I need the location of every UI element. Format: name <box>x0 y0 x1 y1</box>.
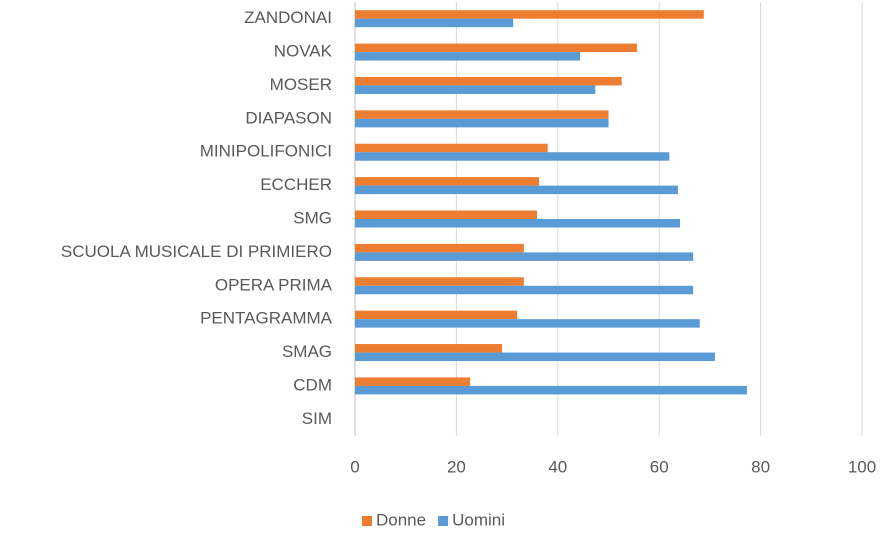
x-tick-label: 80 <box>751 457 770 476</box>
bar <box>355 85 596 94</box>
y-tick-label: ZANDONAI <box>244 8 332 27</box>
y-tick-label: SMG <box>293 208 332 227</box>
x-tick-label: 20 <box>447 457 466 476</box>
x-tick-label: 0 <box>350 457 359 476</box>
y-tick-label: NOVAK <box>274 42 333 61</box>
bar <box>355 285 694 295</box>
bar <box>355 319 700 328</box>
legend-label: Donne <box>376 510 426 529</box>
legend-label: Uomini <box>452 510 505 529</box>
bar <box>355 76 622 86</box>
bar <box>355 310 518 320</box>
y-tick-label: CDM <box>293 375 332 394</box>
bar <box>355 118 609 128</box>
y-tick-label: SIM <box>302 409 332 428</box>
y-tick-label: PENTAGRAMMA <box>200 309 333 328</box>
y-tick-label: OPERA PRIMA <box>215 275 333 294</box>
y-tick-label: ECCHER <box>260 175 332 194</box>
bar <box>355 352 715 362</box>
x-tick-label: 100 <box>848 457 876 476</box>
legend-swatch <box>362 516 372 526</box>
bar <box>355 277 524 286</box>
x-tick-label: 60 <box>650 457 669 476</box>
bar <box>355 110 609 119</box>
bar <box>355 185 678 195</box>
y-tick-label: SCUOLA MUSICALE DI PRIMIERO <box>61 242 332 261</box>
bar <box>355 385 747 395</box>
bar <box>355 18 514 28</box>
bar <box>355 210 538 219</box>
y-tick-label: DIAPASON <box>245 108 332 127</box>
x-tick-label: 40 <box>548 457 567 476</box>
bar <box>355 219 680 228</box>
y-tick-label: MOSER <box>270 75 332 94</box>
bar <box>355 10 704 19</box>
bar <box>355 344 503 353</box>
bar <box>355 143 548 153</box>
bar <box>355 52 581 61</box>
bar <box>355 243 524 253</box>
bar <box>355 43 637 53</box>
bar <box>355 177 540 186</box>
bar <box>355 377 471 386</box>
y-tick-label: SMAG <box>282 342 332 361</box>
y-tick-label: MINIPOLIFONICI <box>200 142 332 161</box>
bar <box>355 252 694 261</box>
bar <box>355 152 670 161</box>
legend-swatch <box>438 516 449 526</box>
